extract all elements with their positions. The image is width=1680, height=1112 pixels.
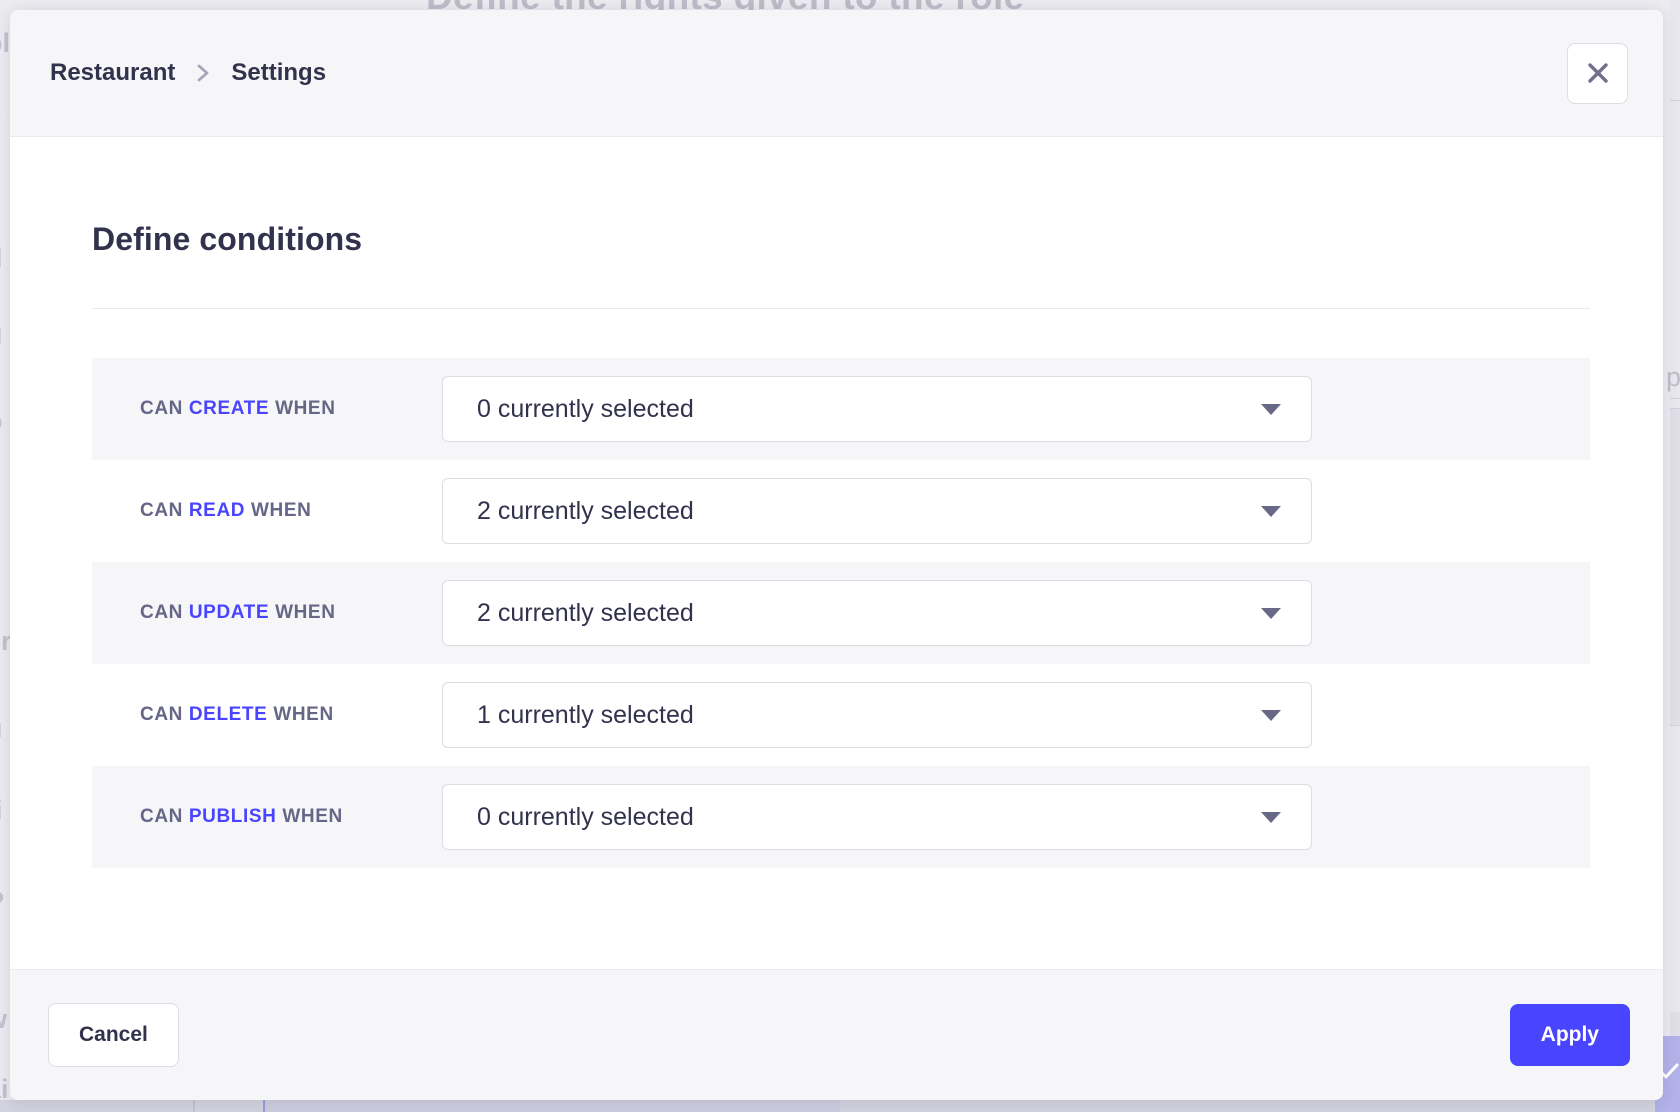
modal-header: Restaurant Settings [10, 10, 1663, 137]
condition-row-update: CAN UPDATE WHEN 2 currently selected [92, 562, 1590, 664]
condition-label-create: CAN CREATE WHEN [92, 398, 442, 420]
chevron-down-icon [1261, 403, 1281, 415]
background-text-fragment: e [0, 553, 14, 584]
cancel-button[interactable]: Cancel [48, 1003, 179, 1067]
label-prefix: CAN [140, 806, 183, 827]
conditions-list: CAN CREATE WHEN 0 currently selected CAN… [92, 358, 1590, 868]
background-text-fragment: o [0, 406, 14, 437]
divider [92, 308, 1590, 309]
conditions-select-create[interactable]: 0 currently selected [442, 376, 1312, 442]
background-text-fragment: p [1666, 362, 1680, 392]
action-name: DELETE [188, 704, 268, 725]
conditions-select-publish[interactable]: 0 currently selected [442, 784, 1312, 850]
select-value: 2 currently selected [477, 496, 694, 525]
label-suffix: WHEN [251, 500, 312, 521]
apply-button[interactable]: Apply [1509, 1004, 1630, 1066]
background-text-fragment: er [0, 626, 12, 656]
action-name: READ [188, 500, 246, 521]
breadcrumb-settings: Settings [231, 59, 327, 86]
modal-body: Define conditions CAN CREATE WHEN 0 curr… [10, 137, 1663, 969]
condition-row-delete: CAN DELETE WHEN 1 currently selected [92, 664, 1590, 766]
condition-label-delete: CAN DELETE WHEN [92, 704, 442, 726]
breadcrumb-restaurant: Restaurant [50, 59, 176, 86]
action-name: CREATE [188, 398, 270, 419]
modal-title: Define conditions [92, 221, 363, 257]
label-suffix: WHEN [275, 398, 336, 419]
chevron-down-icon [1261, 709, 1281, 721]
label-suffix: WHEN [275, 602, 336, 623]
label-prefix: CAN [140, 602, 183, 623]
conditions-select-update[interactable]: 2 currently selected [442, 580, 1312, 646]
background-text-fragment: u [0, 713, 14, 744]
chevron-down-icon [1261, 607, 1281, 619]
chevron-down-icon [1261, 811, 1281, 823]
divider [1670, 398, 1680, 399]
condition-row-read: CAN READ WHEN 2 currently selected [92, 460, 1590, 562]
conditions-select-read[interactable]: 2 currently selected [442, 478, 1312, 544]
select-value: 2 currently selected [477, 598, 694, 627]
breadcrumb: Restaurant Settings [50, 59, 326, 87]
condition-row-publish: CAN PUBLISH WHEN 0 currently selected [92, 766, 1590, 868]
background-segment [265, 1100, 840, 1112]
background-segment [1655, 1100, 1680, 1112]
label-prefix: CAN [140, 704, 183, 725]
background-left-fragments: ol – r d g o r e er u ti P w ai [0, 0, 14, 1112]
condition-label-publish: CAN PUBLISH WHEN [92, 806, 442, 828]
action-name: PUBLISH [188, 806, 277, 827]
background-right-strip: p [1666, 0, 1680, 1100]
close-button[interactable] [1567, 42, 1628, 104]
label-suffix: WHEN [273, 704, 334, 725]
condition-label-update: CAN UPDATE WHEN [92, 602, 442, 624]
action-name: UPDATE [188, 602, 270, 623]
condition-row-create: CAN CREATE WHEN 0 currently selected [92, 358, 1590, 460]
background-text-fragment: ai [0, 1074, 9, 1104]
chevron-down-icon [1261, 505, 1281, 517]
conditions-modal: Restaurant Settings Define conditions [10, 10, 1663, 1100]
background-block [1670, 1012, 1680, 1036]
divider [1670, 100, 1680, 101]
background-block [1670, 409, 1680, 725]
select-value: 0 currently selected [477, 802, 694, 831]
label-prefix: CAN [140, 398, 183, 419]
divider [263, 1100, 265, 1112]
condition-label-read: CAN READ WHEN [92, 500, 442, 522]
background-text-fragment: P [0, 886, 14, 917]
close-icon [1587, 63, 1608, 83]
divider [193, 1100, 195, 1112]
label-suffix: WHEN [282, 806, 343, 827]
background-text-fragment: g [0, 318, 14, 349]
background-bottom-bar [0, 1100, 1680, 1112]
select-value: 1 currently selected [477, 700, 694, 729]
background-text-fragment: w [0, 1004, 14, 1035]
select-value: 0 currently selected [477, 394, 694, 423]
divider [1670, 408, 1680, 409]
background-text-fragment: d [0, 243, 14, 274]
conditions-select-delete[interactable]: 1 currently selected [442, 682, 1312, 748]
chevron-right-icon [195, 60, 211, 86]
divider [1670, 725, 1680, 726]
modal-footer: Cancel Apply [10, 969, 1663, 1100]
label-prefix: CAN [140, 500, 183, 521]
background-text-fragment: ti [0, 795, 14, 826]
background-text-fragment: ol [0, 28, 10, 58]
background-text-fragment: – [0, 98, 14, 129]
